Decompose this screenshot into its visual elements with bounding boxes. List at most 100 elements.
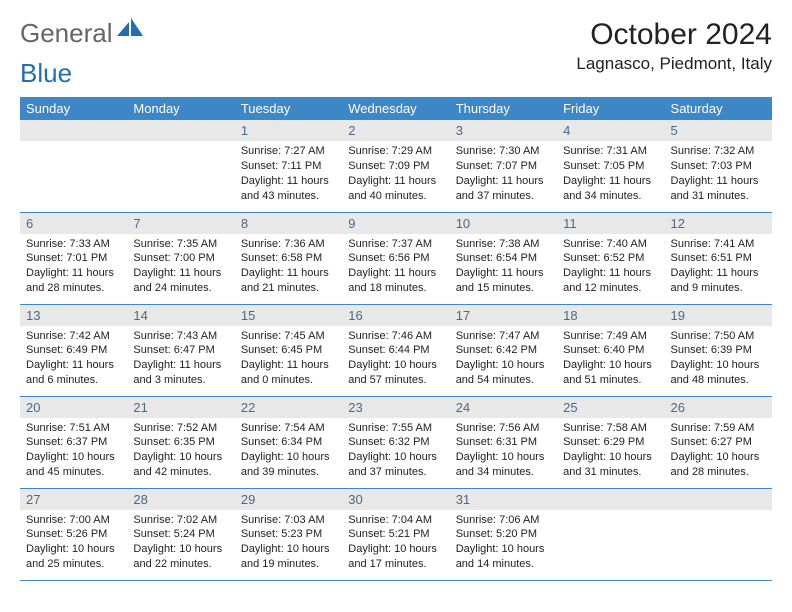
day-number-empty: [127, 120, 234, 141]
sunset-line: Sunset: 6:29 PM: [563, 435, 658, 450]
calendar-cell: 7Sunrise: 7:35 AMSunset: 7:00 PMDaylight…: [127, 212, 234, 304]
calendar-cell: 20Sunrise: 7:51 AMSunset: 6:37 PMDayligh…: [20, 396, 127, 488]
sunset-line: Sunset: 6:31 PM: [456, 435, 551, 450]
sunset-line: Sunset: 6:54 PM: [456, 251, 551, 266]
sunset-line: Sunset: 6:40 PM: [563, 343, 658, 358]
sunrise-line: Sunrise: 7:43 AM: [133, 329, 228, 344]
daylight-line-2: and 28 minutes.: [671, 465, 766, 480]
dow-header: Thursday: [450, 97, 557, 120]
daylight-line-1: Daylight: 11 hours: [348, 174, 443, 189]
day-details: Sunrise: 7:04 AMSunset: 5:21 PMDaylight:…: [342, 510, 449, 576]
day-number: 19: [665, 305, 772, 326]
sunrise-line: Sunrise: 7:52 AM: [133, 421, 228, 436]
title-block: October 2024 Lagnasco, Piedmont, Italy: [576, 18, 772, 74]
calendar-table: SundayMondayTuesdayWednesdayThursdayFrid…: [20, 97, 772, 581]
calendar-cell: 9Sunrise: 7:37 AMSunset: 6:56 PMDaylight…: [342, 212, 449, 304]
calendar-cell: 13Sunrise: 7:42 AMSunset: 6:49 PMDayligh…: [20, 304, 127, 396]
daylight-line-2: and 18 minutes.: [348, 281, 443, 296]
day-number: 29: [235, 489, 342, 510]
day-details: Sunrise: 7:59 AMSunset: 6:27 PMDaylight:…: [665, 418, 772, 484]
daylight-line-1: Daylight: 10 hours: [563, 450, 658, 465]
day-number: 20: [20, 397, 127, 418]
calendar-cell: [127, 120, 234, 212]
sunset-line: Sunset: 6:27 PM: [671, 435, 766, 450]
brand-sail-icon: [117, 14, 143, 45]
day-details: Sunrise: 7:03 AMSunset: 5:23 PMDaylight:…: [235, 510, 342, 576]
calendar-cell: 26Sunrise: 7:59 AMSunset: 6:27 PMDayligh…: [665, 396, 772, 488]
daylight-line-2: and 25 minutes.: [26, 557, 121, 572]
sunrise-line: Sunrise: 7:29 AM: [348, 144, 443, 159]
day-details: Sunrise: 7:42 AMSunset: 6:49 PMDaylight:…: [20, 326, 127, 392]
calendar-week: 6Sunrise: 7:33 AMSunset: 7:01 PMDaylight…: [20, 212, 772, 304]
daylight-line-1: Daylight: 10 hours: [671, 358, 766, 373]
sunrise-line: Sunrise: 7:50 AM: [671, 329, 766, 344]
daylight-line-1: Daylight: 11 hours: [241, 266, 336, 281]
sunset-line: Sunset: 7:11 PM: [241, 159, 336, 174]
calendar-cell: 14Sunrise: 7:43 AMSunset: 6:47 PMDayligh…: [127, 304, 234, 396]
calendar-week: 13Sunrise: 7:42 AMSunset: 6:49 PMDayligh…: [20, 304, 772, 396]
sunrise-line: Sunrise: 7:47 AM: [456, 329, 551, 344]
day-number: 30: [342, 489, 449, 510]
daylight-line-1: Daylight: 10 hours: [671, 450, 766, 465]
day-number: 23: [342, 397, 449, 418]
calendar-body: 1Sunrise: 7:27 AMSunset: 7:11 PMDaylight…: [20, 120, 772, 580]
sunset-line: Sunset: 7:01 PM: [26, 251, 121, 266]
sunset-line: Sunset: 6:42 PM: [456, 343, 551, 358]
sunrise-line: Sunrise: 7:41 AM: [671, 237, 766, 252]
calendar-cell: 24Sunrise: 7:56 AMSunset: 6:31 PMDayligh…: [450, 396, 557, 488]
sunrise-line: Sunrise: 7:42 AM: [26, 329, 121, 344]
day-details: Sunrise: 7:06 AMSunset: 5:20 PMDaylight:…: [450, 510, 557, 576]
day-number: 26: [665, 397, 772, 418]
sunset-line: Sunset: 6:39 PM: [671, 343, 766, 358]
day-number-empty: [665, 489, 772, 510]
daylight-line-1: Daylight: 10 hours: [456, 450, 551, 465]
day-details: Sunrise: 7:58 AMSunset: 6:29 PMDaylight:…: [557, 418, 664, 484]
day-number: 7: [127, 213, 234, 234]
calendar-head: SundayMondayTuesdayWednesdayThursdayFrid…: [20, 97, 772, 120]
daylight-line-1: Daylight: 10 hours: [456, 542, 551, 557]
daylight-line-1: Daylight: 11 hours: [26, 266, 121, 281]
daylight-line-1: Daylight: 10 hours: [241, 450, 336, 465]
calendar-cell: 28Sunrise: 7:02 AMSunset: 5:24 PMDayligh…: [127, 488, 234, 580]
daylight-line-2: and 12 minutes.: [563, 281, 658, 296]
daylight-line-2: and 40 minutes.: [348, 189, 443, 204]
day-details: Sunrise: 7:37 AMSunset: 6:56 PMDaylight:…: [342, 234, 449, 300]
sunrise-line: Sunrise: 7:06 AM: [456, 513, 551, 528]
sunset-line: Sunset: 6:32 PM: [348, 435, 443, 450]
calendar-cell: 2Sunrise: 7:29 AMSunset: 7:09 PMDaylight…: [342, 120, 449, 212]
daylight-line-2: and 0 minutes.: [241, 373, 336, 388]
calendar-week: 27Sunrise: 7:00 AMSunset: 5:26 PMDayligh…: [20, 488, 772, 580]
sunrise-line: Sunrise: 7:49 AM: [563, 329, 658, 344]
day-details: Sunrise: 7:47 AMSunset: 6:42 PMDaylight:…: [450, 326, 557, 392]
daylight-line-1: Daylight: 11 hours: [563, 174, 658, 189]
daylight-line-2: and 34 minutes.: [563, 189, 658, 204]
daylight-line-1: Daylight: 10 hours: [348, 450, 443, 465]
sunset-line: Sunset: 6:47 PM: [133, 343, 228, 358]
sunrise-line: Sunrise: 7:30 AM: [456, 144, 551, 159]
day-details: Sunrise: 7:30 AMSunset: 7:07 PMDaylight:…: [450, 141, 557, 207]
sunrise-line: Sunrise: 7:31 AM: [563, 144, 658, 159]
sunset-line: Sunset: 6:58 PM: [241, 251, 336, 266]
calendar-week: 1Sunrise: 7:27 AMSunset: 7:11 PMDaylight…: [20, 120, 772, 212]
day-number: 14: [127, 305, 234, 326]
day-number: 8: [235, 213, 342, 234]
dow-header: Wednesday: [342, 97, 449, 120]
calendar-cell: 15Sunrise: 7:45 AMSunset: 6:45 PMDayligh…: [235, 304, 342, 396]
dow-header: Tuesday: [235, 97, 342, 120]
day-details: Sunrise: 7:46 AMSunset: 6:44 PMDaylight:…: [342, 326, 449, 392]
daylight-line-2: and 34 minutes.: [456, 465, 551, 480]
daylight-line-2: and 3 minutes.: [133, 373, 228, 388]
sunrise-line: Sunrise: 7:51 AM: [26, 421, 121, 436]
calendar-cell: 4Sunrise: 7:31 AMSunset: 7:05 PMDaylight…: [557, 120, 664, 212]
day-number: 1: [235, 120, 342, 141]
daylight-line-2: and 43 minutes.: [241, 189, 336, 204]
day-details: Sunrise: 7:56 AMSunset: 6:31 PMDaylight:…: [450, 418, 557, 484]
day-details: Sunrise: 7:02 AMSunset: 5:24 PMDaylight:…: [127, 510, 234, 576]
day-details: Sunrise: 7:27 AMSunset: 7:11 PMDaylight:…: [235, 141, 342, 207]
dow-header: Monday: [127, 97, 234, 120]
daylight-line-2: and 28 minutes.: [26, 281, 121, 296]
daylight-line-1: Daylight: 10 hours: [241, 542, 336, 557]
day-number: 27: [20, 489, 127, 510]
day-details: Sunrise: 7:29 AMSunset: 7:09 PMDaylight:…: [342, 141, 449, 207]
day-number: 6: [20, 213, 127, 234]
